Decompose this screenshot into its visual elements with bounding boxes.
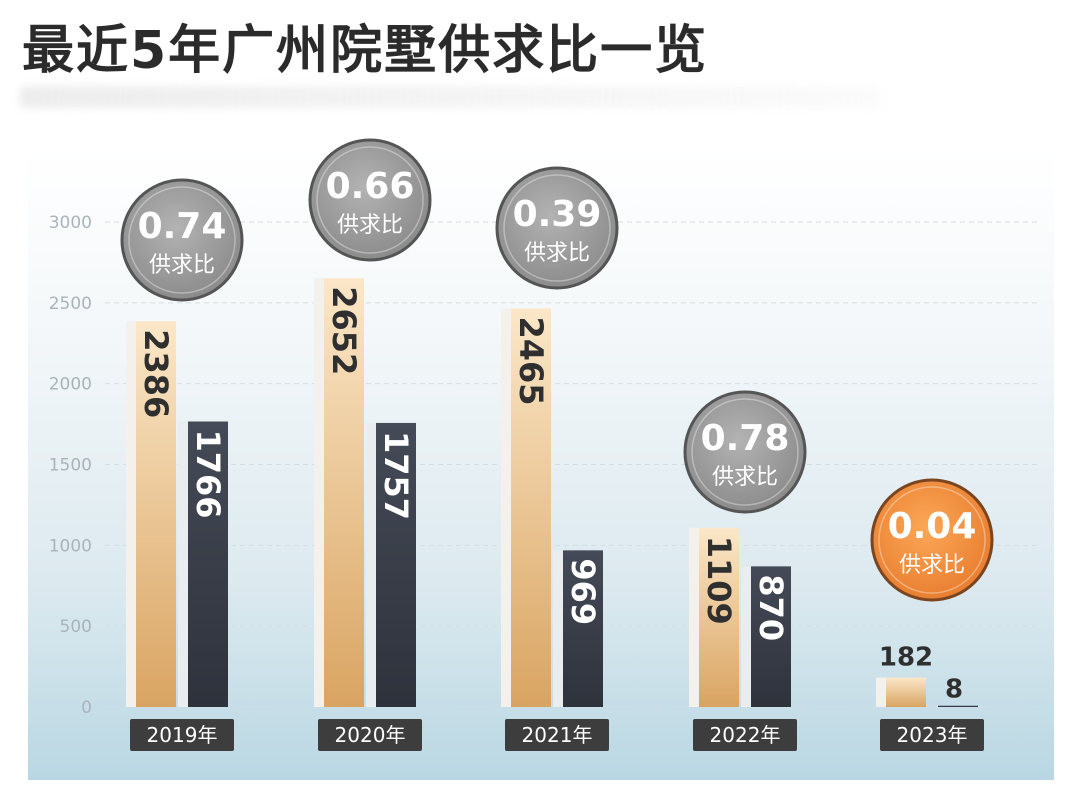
- demand-bar: [751, 566, 791, 707]
- category-label-box: [318, 719, 422, 751]
- page-title: 最近5年广州院墅供求比一览: [22, 21, 709, 81]
- supply-bar: [324, 278, 364, 707]
- ratio-value: 0.66: [326, 166, 415, 207]
- ratio-value: 0.04: [888, 506, 977, 547]
- ratio-label: 供求比: [524, 241, 590, 266]
- supply-bar-shadow: [126, 321, 136, 707]
- category-label: 2021年: [522, 723, 593, 747]
- category-label: 2022年: [710, 723, 781, 747]
- supply-bar: [699, 527, 739, 707]
- ratio-bubble: [308, 138, 432, 262]
- ratio-label: 供求比: [712, 465, 778, 490]
- ratio-value: 0.78: [701, 418, 790, 459]
- supply-value-label: 182: [879, 643, 933, 673]
- y-tick-label: 1000: [49, 536, 92, 556]
- ratio-bubble-ring: [691, 398, 799, 506]
- demand-bar-shadow: [741, 566, 751, 707]
- ratio-label: 供求比: [149, 253, 215, 278]
- demand-bar: [938, 705, 978, 707]
- supply-bar-shadow: [876, 677, 886, 707]
- supply-value-label: 1109: [700, 536, 738, 625]
- supply-bar: [886, 677, 926, 707]
- ratio-bubble-ring: [128, 186, 236, 294]
- supply-bar-shadow: [501, 308, 511, 707]
- ratio-bubble: [495, 166, 619, 290]
- supply-bar-shadow: [314, 278, 324, 707]
- y-tick-label: 2500: [49, 294, 92, 314]
- category-label: 2019年: [147, 723, 218, 747]
- supply-value-label: 2465: [512, 316, 550, 405]
- y-tick-label: 1500: [49, 456, 92, 476]
- category-label: 2023年: [897, 723, 968, 747]
- supply-bar: [511, 308, 551, 707]
- demand-value-label: 1757: [377, 431, 415, 520]
- y-tick-label: 3000: [49, 213, 92, 233]
- demand-bar-shadow: [178, 421, 188, 707]
- y-tick-label: 0: [81, 698, 92, 718]
- ratio-bubble: [683, 390, 807, 514]
- supply-value-label: 2652: [325, 286, 363, 375]
- ratio-bubble: [120, 178, 244, 302]
- category-label-box: [880, 719, 984, 751]
- ratio-bubble: [870, 478, 994, 602]
- supply-bar-shadow: [689, 527, 699, 707]
- title-underline-decoration: [20, 86, 880, 108]
- category-label-box: [505, 719, 609, 751]
- supply-bar: [136, 321, 176, 707]
- demand-bar: [376, 422, 416, 707]
- category-label-box: [130, 719, 234, 751]
- category-label: 2020年: [335, 723, 406, 747]
- ratio-value: 0.74: [138, 206, 227, 247]
- demand-value-label: 969: [564, 558, 602, 625]
- ratio-bubble-ring: [878, 486, 986, 594]
- ratio-value: 0.39: [513, 194, 602, 235]
- ratio-bubble-ring: [316, 146, 424, 254]
- supply-value-label: 2386: [137, 329, 175, 418]
- demand-value-label: 8: [945, 675, 963, 705]
- demand-bar-shadow: [553, 550, 563, 707]
- ratio-bubble-ring: [503, 174, 611, 282]
- y-tick-label: 2000: [49, 375, 92, 395]
- demand-bar: [563, 550, 603, 707]
- demand-bar-shadow: [366, 422, 376, 707]
- category-label-box: [693, 719, 797, 751]
- ratio-label: 供求比: [899, 553, 965, 578]
- y-tick-label: 500: [60, 617, 92, 637]
- ratio-label: 供求比: [337, 213, 403, 238]
- demand-bar: [188, 421, 228, 707]
- demand-value-label: 1766: [189, 429, 227, 518]
- demand-value-label: 870: [752, 574, 790, 641]
